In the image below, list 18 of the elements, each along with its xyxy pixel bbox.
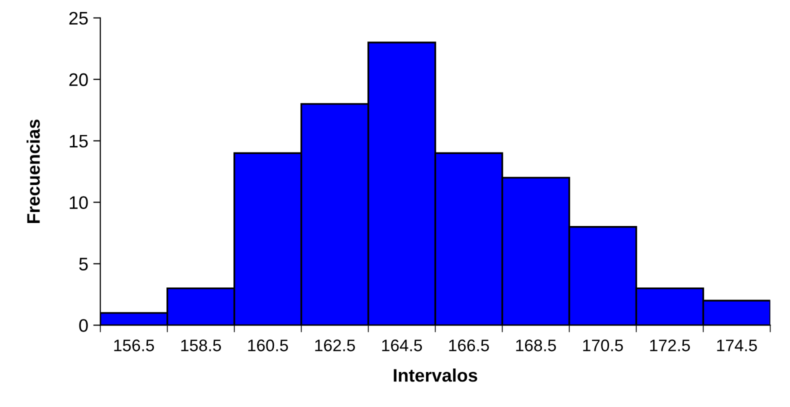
y-tick-label: 15 (70, 134, 88, 148)
x-tick-label: 162.5 (315, 340, 355, 352)
x-tick-label: 158.5 (181, 340, 221, 352)
x-axis-title: Intervalos (394, 368, 478, 382)
x-tick-label: 168.5 (516, 340, 556, 352)
x-tick-label: 164.5 (382, 340, 422, 352)
x-tick-label: 156.5 (114, 340, 154, 352)
x-tick-label: 166.5 (449, 340, 489, 352)
y-tick-label: 0 (79, 319, 88, 332)
y-tick-label: 5 (79, 258, 88, 270)
y-axis-title: Frecuencias (26, 120, 40, 224)
y-tick-label: 25 (69, 12, 88, 25)
x-tick-label: 170.5 (583, 340, 623, 352)
x-tick-label: 172.5 (650, 340, 690, 352)
x-tick-label: 174.5 (717, 340, 757, 352)
y-tick-label: 20 (69, 73, 88, 86)
x-tick-label: 160.5 (248, 340, 288, 352)
y-tick-label: 10 (70, 196, 88, 209)
